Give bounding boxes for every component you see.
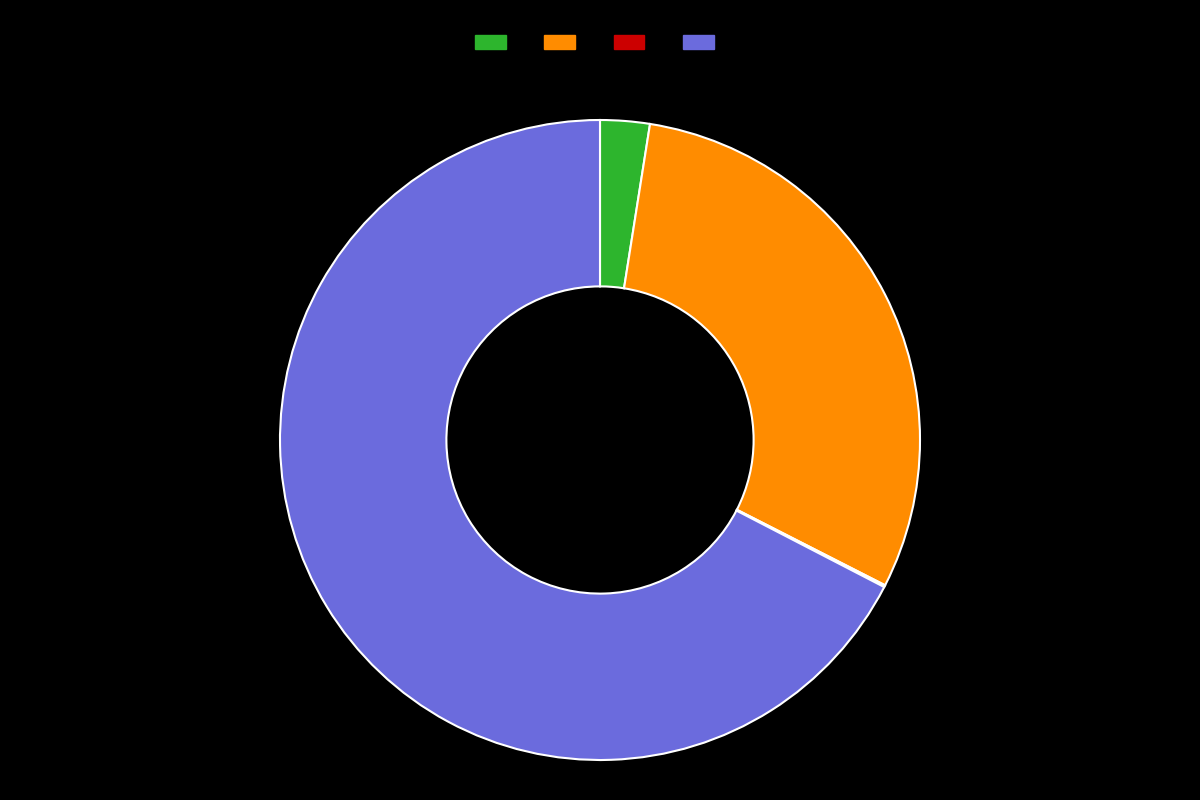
Legend: , , , : , , ,	[470, 31, 730, 54]
Wedge shape	[600, 120, 650, 288]
Wedge shape	[737, 510, 886, 587]
Wedge shape	[280, 120, 884, 760]
Wedge shape	[624, 124, 920, 586]
